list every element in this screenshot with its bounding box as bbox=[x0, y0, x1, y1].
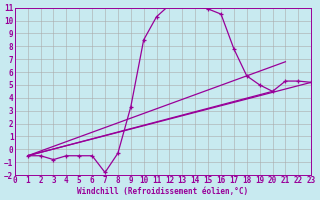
X-axis label: Windchill (Refroidissement éolien,°C): Windchill (Refroidissement éolien,°C) bbox=[77, 187, 249, 196]
